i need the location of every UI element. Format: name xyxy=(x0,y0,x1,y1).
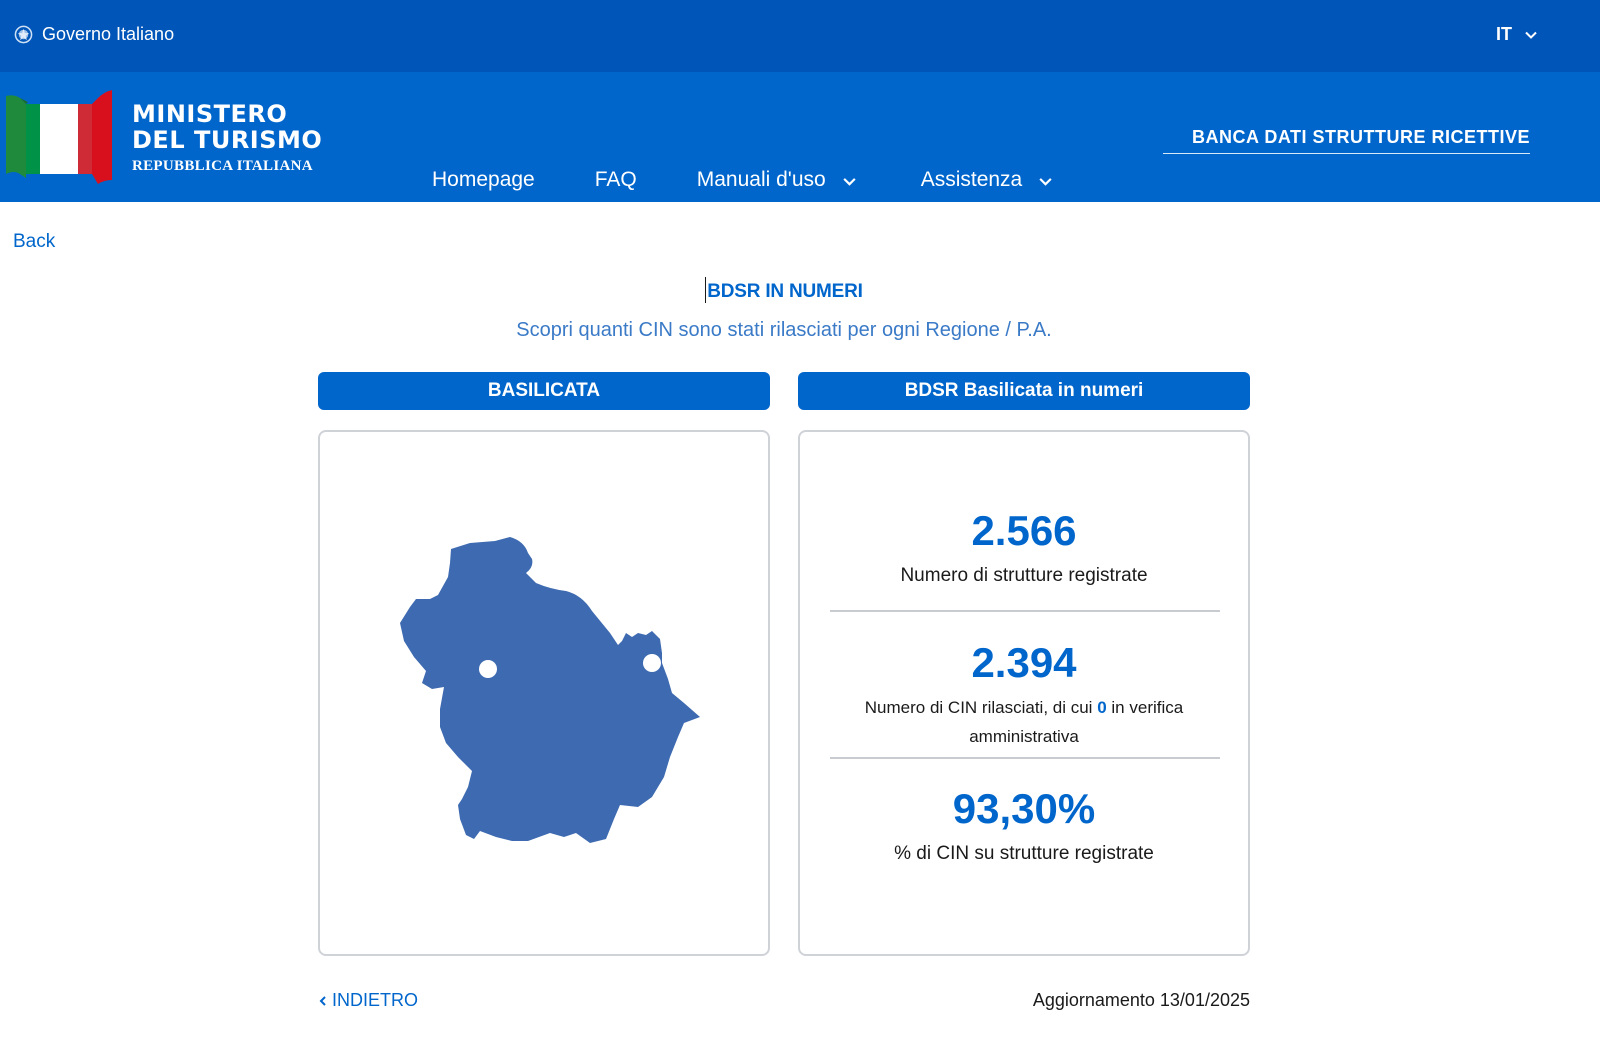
last-update: Aggiornamento 13/01/2025 xyxy=(1032,990,1250,1010)
nav-assistenza-label: Assistenza xyxy=(920,168,1023,191)
indietro-link[interactable]: INDIETRO xyxy=(318,990,418,1011)
map-marker[interactable] xyxy=(643,654,661,672)
chevron-down-icon xyxy=(843,177,856,186)
page-title: BDSR IN NUMERI xyxy=(0,277,1568,305)
governo-italiano-label: Governo Italiano xyxy=(42,24,175,44)
region-pill: BASILICATA xyxy=(318,372,770,410)
stat-cin-label-post: in verifica xyxy=(1111,698,1184,717)
stats-divider xyxy=(830,610,1220,612)
stats-card: 2.566 Numero di strutture registrate 2.3… xyxy=(798,430,1250,956)
stat-registered-value: 2.566 xyxy=(971,507,1077,554)
stat-registered-label: Numero di strutture registrate xyxy=(900,565,1148,586)
emblem-icon xyxy=(14,25,33,44)
stat-registered: 2.566 Numero di strutture registrate xyxy=(800,510,1248,591)
logo-line-1: MINISTERO xyxy=(132,100,288,128)
ministero-logo[interactable]: MINISTERO DEL TURISMO REPUBBLICA ITALIAN… xyxy=(6,90,322,186)
chevron-down-icon xyxy=(1039,177,1052,186)
stat-percent-label: % di CIN su strutture registrate xyxy=(894,843,1154,864)
text-cursor xyxy=(705,277,707,303)
nav-homepage-label: Homepage xyxy=(432,168,535,191)
basilicata-map[interactable] xyxy=(400,537,700,847)
logo-text: MINISTERO DEL TURISMO REPUBBLICA ITALIAN… xyxy=(132,102,322,174)
basilicata-region-shape[interactable] xyxy=(400,537,700,843)
stat-cin-label: Numero di CIN rilasciati, di cui 0 in ve… xyxy=(800,694,1248,752)
page-title-text: BDSR IN NUMERI xyxy=(707,281,863,303)
main-nav: Homepage FAQ Manuali d'uso Assistenza xyxy=(432,168,1053,192)
stat-percent: 93,30% % di CIN su strutture registrate xyxy=(800,788,1248,869)
logo-line-3: REPUBBLICA ITALIANA xyxy=(132,158,313,174)
stat-cin-label-pre: Numero di CIN rilasciati, di cui xyxy=(864,698,1093,717)
nav-manuali-label: Manuali d'uso xyxy=(696,168,826,191)
italian-flag-icon xyxy=(6,90,112,184)
nav-faq[interactable]: FAQ xyxy=(595,168,637,192)
nav-assistenza[interactable]: Assistenza xyxy=(921,168,1054,192)
chevron-down-icon xyxy=(1525,31,1537,39)
bdsr-underline xyxy=(1163,153,1530,154)
governo-italiano-link[interactable]: Governo Italiano xyxy=(14,24,174,45)
top-bar: Governo Italiano IT xyxy=(0,0,1600,72)
language-label: IT xyxy=(1496,24,1512,44)
stat-cin: 2.394 Numero di CIN rilasciati, di cui 0… xyxy=(800,642,1248,752)
logo-line-2: DEL TURISMO xyxy=(132,126,323,154)
chevron-left-icon xyxy=(319,995,326,1006)
bdsr-header-link[interactable]: BANCA DATI STRUTTURE RICETTIVE xyxy=(1192,127,1530,147)
nav-faq-label: FAQ xyxy=(594,168,637,191)
nav-manuali[interactable]: Manuali d'uso xyxy=(697,168,857,192)
stat-cin-label-line2: amministrativa xyxy=(969,726,1079,746)
page-subtitle: Scopri quanti CIN sono stati rilasciati … xyxy=(516,319,1052,341)
stat-cin-value: 2.394 xyxy=(971,639,1077,686)
language-selector[interactable]: IT xyxy=(1496,24,1538,45)
main-header: MINISTERO DEL TURISMO REPUBBLICA ITALIAN… xyxy=(0,72,1600,202)
region-map-card xyxy=(318,430,770,956)
indietro-label: INDIETRO xyxy=(332,990,419,1010)
back-link[interactable]: Back xyxy=(13,231,56,252)
stat-cin-pending: 0 xyxy=(1097,698,1107,717)
nav-homepage[interactable]: Homepage xyxy=(432,168,535,192)
stat-percent-value: 93,30% xyxy=(952,785,1096,832)
stats-pill: BDSR Basilicata in numeri xyxy=(798,372,1250,410)
stats-divider xyxy=(830,757,1220,759)
map-marker[interactable] xyxy=(479,660,497,678)
